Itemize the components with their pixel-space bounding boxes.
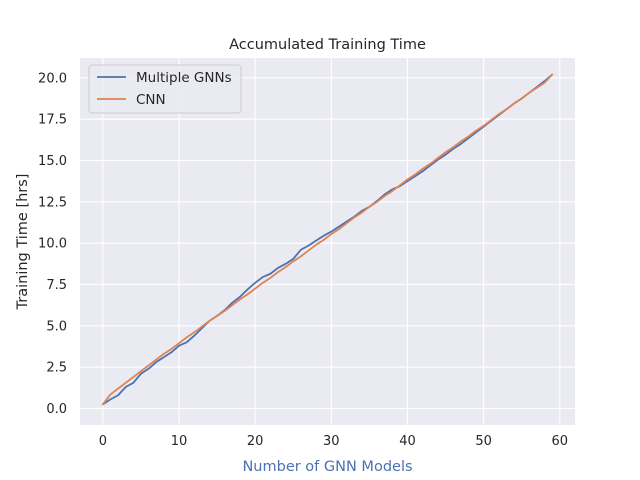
- series-line-multiple-gnns: [101, 73, 554, 406]
- legend-box: [88, 64, 242, 114]
- y-tick-label: 0.0: [46, 402, 67, 417]
- series-layer: [101, 73, 554, 406]
- legend: Multiple GNNs CNN: [88, 64, 242, 114]
- x-axis-ticks: 0 10 20 30 40 50 60: [99, 434, 568, 449]
- x-tick-label: 10: [171, 434, 188, 449]
- y-tick-label: 10.0: [38, 237, 67, 252]
- y-axis-ticks: 0.0 2.5 5.0 7.5 10.0 12.5 15.0 17.5 20.0: [38, 71, 67, 417]
- y-axis-label: Training Time [hrs]: [15, 174, 31, 311]
- y-tick-label: 20.0: [38, 71, 67, 86]
- y-tick-label: 12.5: [38, 195, 67, 210]
- chart-title: Accumulated Training Time: [229, 37, 426, 53]
- x-tick-label: 40: [399, 434, 416, 449]
- x-tick-label: 60: [551, 434, 568, 449]
- y-tick-label: 7.5: [46, 278, 67, 293]
- legend-label-cnn: CNN: [136, 92, 166, 108]
- y-tick-label: 2.5: [46, 361, 67, 376]
- y-tick-label: 15.0: [38, 154, 67, 169]
- series-line-cnn: [101, 73, 554, 406]
- y-tick-label: 5.0: [46, 319, 67, 334]
- grid-lines: [80, 58, 575, 425]
- x-axis-label: Number of GNN Models: [242, 459, 412, 475]
- x-tick-label: 20: [247, 434, 264, 449]
- x-tick-label: 0: [99, 434, 107, 449]
- y-tick-label: 17.5: [38, 113, 67, 128]
- x-tick-label: 50: [475, 434, 492, 449]
- x-tick-label: 30: [323, 434, 340, 449]
- legend-label-gnn: Multiple GNNs: [136, 70, 232, 86]
